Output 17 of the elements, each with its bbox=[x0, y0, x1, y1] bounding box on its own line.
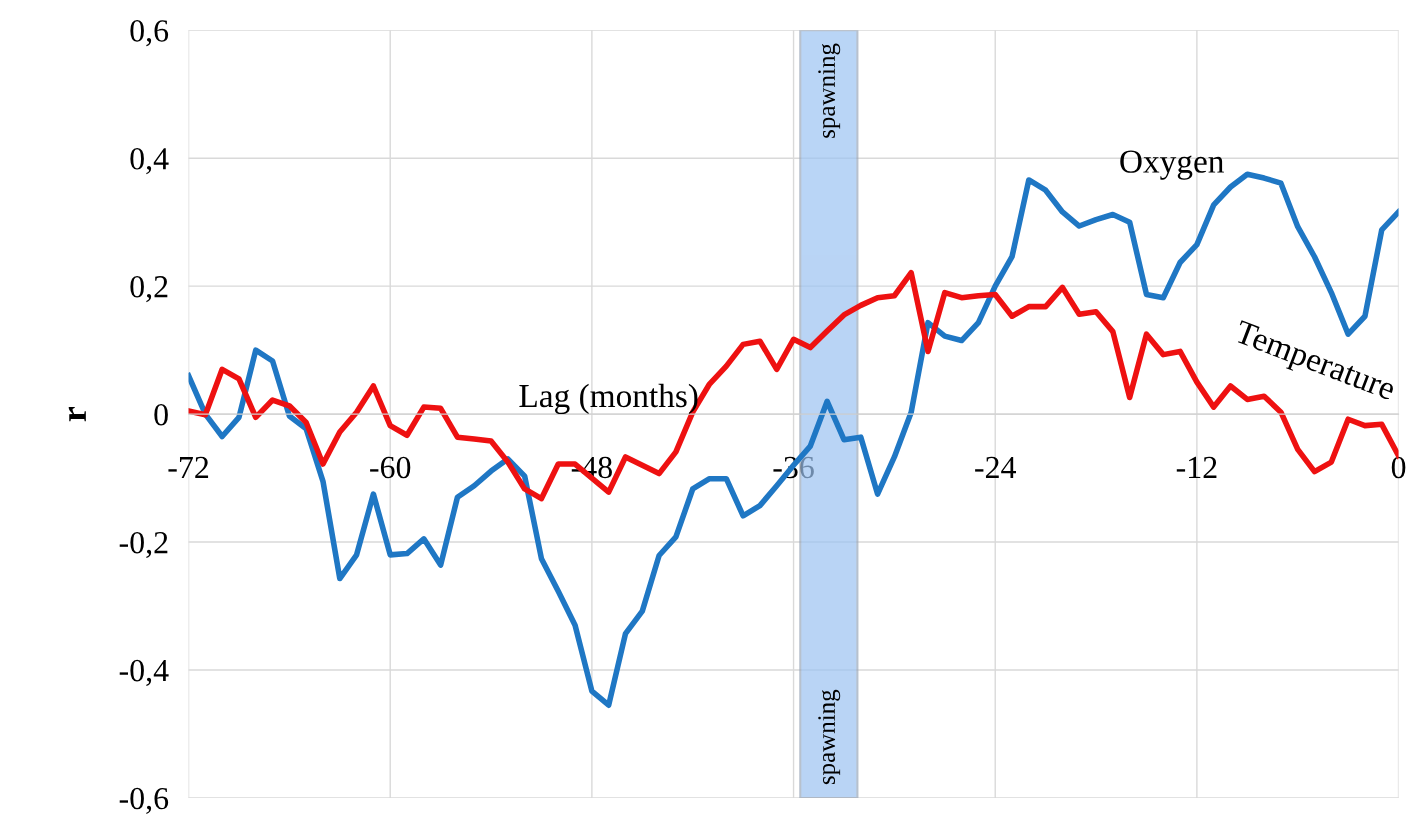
x-tick-label: 0 bbox=[1391, 456, 1406, 479]
y-tick-label: -0,2 bbox=[119, 531, 168, 559]
x-tick-label: -60 bbox=[370, 456, 411, 479]
y-tick-label: 0,4 bbox=[130, 148, 169, 175]
y-tick-label: 0,2 bbox=[130, 276, 168, 303]
y-axis-title: r bbox=[68, 406, 86, 422]
x-tick-label: -72 bbox=[168, 456, 209, 478]
y-tick-label: 0,6 bbox=[130, 20, 169, 47]
y-tick-label: -0,6 bbox=[119, 787, 169, 814]
band-label: spawning bbox=[818, 43, 841, 138]
x-tick-label: -24 bbox=[975, 456, 1017, 478]
y-tick-label: 0 bbox=[154, 403, 168, 426]
x-tick-label: -12 bbox=[1176, 456, 1217, 478]
series-label: Oxygen bbox=[1120, 150, 1224, 180]
annotation: spawning bbox=[818, 689, 841, 785]
y-tick-label: -0,4 bbox=[119, 659, 169, 686]
x-axis-title: Lag (months) bbox=[519, 383, 698, 415]
